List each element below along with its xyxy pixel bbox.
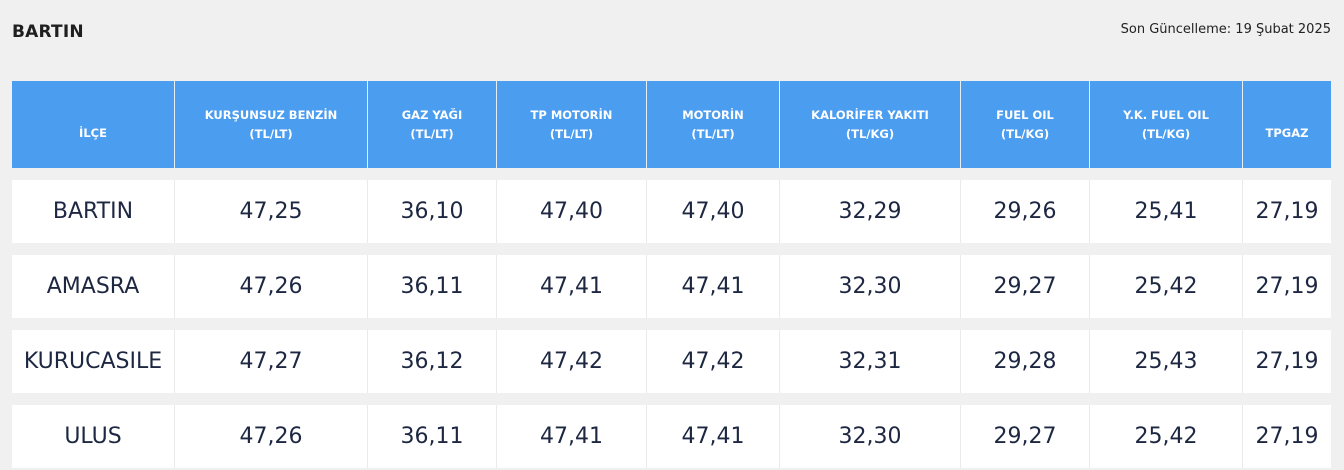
district-cell: BARTIN bbox=[12, 180, 175, 243]
column-header-motorin: MOTORİN (TL/LT) bbox=[647, 81, 780, 168]
column-header-label: İLÇE bbox=[79, 126, 107, 140]
column-header-tp-motorin: TP MOTORİN (TL/LT) bbox=[497, 81, 647, 168]
price-cell: 47,40 bbox=[647, 180, 780, 243]
district-cell: KURUCASILE bbox=[12, 330, 175, 393]
price-cell: 25,41 bbox=[1090, 180, 1243, 243]
price-cell: 47,41 bbox=[647, 255, 780, 318]
column-header-unit: (TL/KG) bbox=[845, 126, 895, 141]
column-header-label: GAZ YAĞI bbox=[401, 107, 463, 122]
table-row: BARTIN 47,25 36,10 47,40 47,40 32,29 29,… bbox=[12, 180, 1331, 243]
row-spacer bbox=[12, 168, 1331, 180]
price-cell: 27,19 bbox=[1243, 180, 1331, 243]
price-cell: 36,11 bbox=[368, 255, 497, 318]
price-cell: 36,11 bbox=[368, 405, 497, 468]
price-cell: 47,41 bbox=[497, 255, 647, 318]
price-cell: 47,42 bbox=[647, 330, 780, 393]
column-header-label: FUEL OIL bbox=[996, 107, 1054, 122]
price-cell: 25,42 bbox=[1090, 255, 1243, 318]
price-cell: 36,10 bbox=[368, 180, 497, 243]
column-header-label: TPGAZ bbox=[1265, 126, 1309, 140]
row-spacer bbox=[12, 243, 1331, 255]
column-header-label: MOTORİN bbox=[682, 107, 744, 122]
row-spacer bbox=[12, 393, 1331, 405]
column-header-fuel-oil: FUEL OIL (TL/KG) bbox=[961, 81, 1090, 168]
price-cell: 27,19 bbox=[1243, 405, 1331, 468]
column-header-yk-fuel-oil: Y.K. FUEL OIL (TL/KG) bbox=[1090, 81, 1243, 168]
price-cell: 36,12 bbox=[368, 330, 497, 393]
column-header-gaz-yagi: GAZ YAĞI (TL/LT) bbox=[368, 81, 497, 168]
price-cell: 47,42 bbox=[497, 330, 647, 393]
price-cell: 32,30 bbox=[780, 405, 961, 468]
price-cell: 29,28 bbox=[961, 330, 1090, 393]
column-header-unit: (TL/LT) bbox=[249, 126, 293, 141]
table-row: AMASRA 47,26 36,11 47,41 47,41 32,30 29,… bbox=[12, 255, 1331, 318]
price-cell: 27,19 bbox=[1243, 255, 1331, 318]
last-updated-text: Son Güncelleme: 19 Şubat 2025 bbox=[1120, 22, 1331, 37]
table-row: KURUCASILE 47,27 36,12 47,42 47,42 32,31… bbox=[12, 330, 1331, 393]
column-header-unit: (TL/LT) bbox=[549, 126, 594, 141]
column-header-unit: (TL/LT) bbox=[691, 126, 735, 141]
price-cell: 32,30 bbox=[780, 255, 961, 318]
page-title: BARTIN bbox=[12, 22, 84, 42]
price-cell: 47,26 bbox=[175, 405, 368, 468]
column-header-label: KURŞUNSUZ BENZİN bbox=[204, 107, 338, 122]
price-cell: 47,40 bbox=[497, 180, 647, 243]
column-header-tpgaz: TPGAZ bbox=[1243, 81, 1331, 168]
price-cell: 29,26 bbox=[961, 180, 1090, 243]
price-cell: 27,19 bbox=[1243, 330, 1331, 393]
table-row: ULUS 47,26 36,11 47,41 47,41 32,30 29,27… bbox=[12, 405, 1331, 468]
price-cell: 32,29 bbox=[780, 180, 961, 243]
column-header-ilce: İLÇE bbox=[12, 81, 175, 168]
row-spacer bbox=[12, 318, 1331, 330]
column-header-unit: (TL/KG) bbox=[1000, 126, 1050, 141]
price-cell: 47,26 bbox=[175, 255, 368, 318]
column-header-kalorifer-yakiti: KALORİFER YAKITI (TL/KG) bbox=[780, 81, 961, 168]
fuel-price-table: İLÇE KURŞUNSUZ BENZİN (TL/LT) GAZ YAĞI (… bbox=[12, 81, 1331, 468]
price-cell: 32,31 bbox=[780, 330, 961, 393]
district-cell: AMASRA bbox=[12, 255, 175, 318]
column-header-label: KALORİFER YAKITI bbox=[811, 107, 929, 122]
column-header-label: Y.K. FUEL OIL bbox=[1123, 107, 1209, 122]
price-cell: 29,27 bbox=[961, 255, 1090, 318]
price-cell: 47,41 bbox=[497, 405, 647, 468]
column-header-label: TP MOTORİN bbox=[530, 107, 613, 122]
price-cell: 47,25 bbox=[175, 180, 368, 243]
district-cell: ULUS bbox=[12, 405, 175, 468]
column-header-unit: (TL/LT) bbox=[410, 126, 454, 141]
column-header-kursunsuz-benzin: KURŞUNSUZ BENZİN (TL/LT) bbox=[175, 81, 368, 168]
column-header-unit: (TL/KG) bbox=[1141, 126, 1191, 141]
price-cell: 29,27 bbox=[961, 405, 1090, 468]
price-cell: 47,27 bbox=[175, 330, 368, 393]
price-cell: 25,42 bbox=[1090, 405, 1243, 468]
table-header-row: İLÇE KURŞUNSUZ BENZİN (TL/LT) GAZ YAĞI (… bbox=[12, 81, 1331, 168]
price-cell: 47,41 bbox=[647, 405, 780, 468]
price-cell: 25,43 bbox=[1090, 330, 1243, 393]
